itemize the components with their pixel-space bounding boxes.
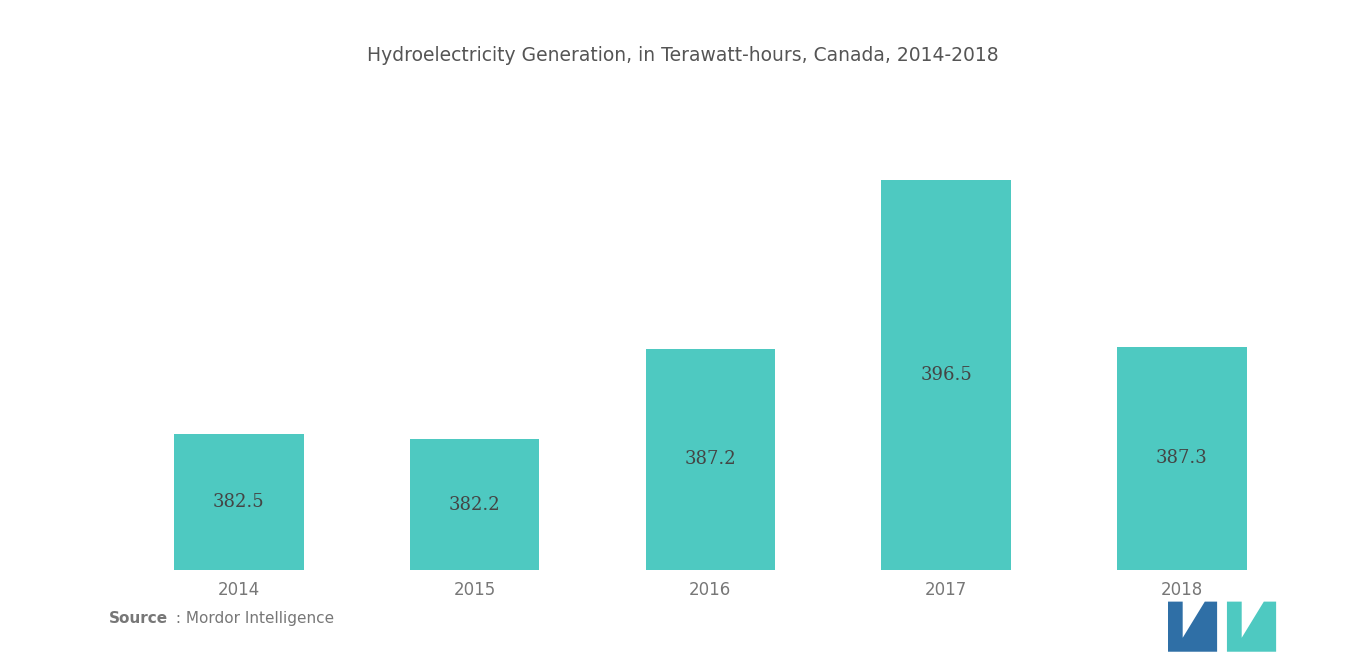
Bar — [881, 180, 1011, 570]
Text: Source: Source — [109, 610, 168, 626]
Text: 382.2: 382.2 — [449, 496, 500, 514]
Polygon shape — [1227, 601, 1276, 652]
Bar — [410, 440, 540, 570]
Bar — [173, 434, 303, 570]
Text: 387.3: 387.3 — [1156, 449, 1208, 467]
Bar — [646, 348, 775, 570]
Text: 387.2: 387.2 — [684, 450, 736, 468]
Text: Hydroelectricity Generation, in Terawatt-hours, Canada, 2014-2018: Hydroelectricity Generation, in Terawatt… — [367, 46, 999, 65]
Bar — [1117, 346, 1247, 570]
Polygon shape — [1168, 601, 1217, 652]
Text: : Mordor Intelligence: : Mordor Intelligence — [171, 610, 333, 626]
Text: 396.5: 396.5 — [921, 366, 971, 384]
Text: 382.5: 382.5 — [213, 493, 265, 511]
